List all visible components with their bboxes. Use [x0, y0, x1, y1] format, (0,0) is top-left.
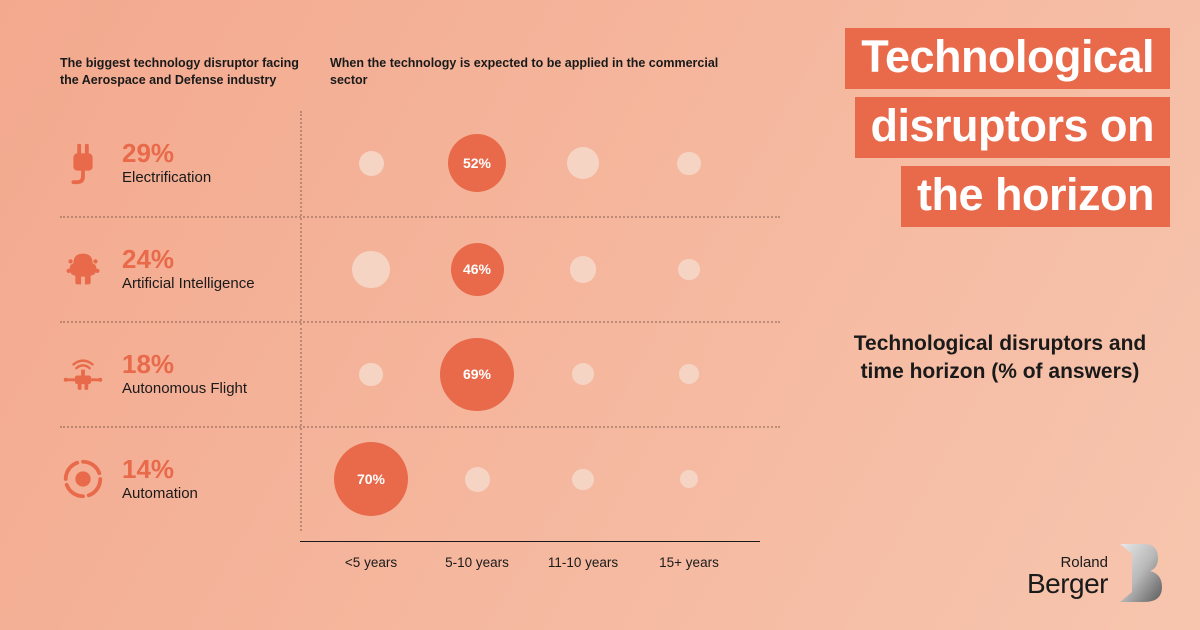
title-block: Technological disruptors on the horizon [845, 28, 1170, 227]
xaxis-label-3: 15+ years [636, 555, 742, 570]
bubble [679, 364, 699, 384]
drone-icon [60, 351, 106, 397]
bubble-cell [636, 338, 742, 411]
chart-panel: The biggest technology disruptor facing … [60, 55, 780, 531]
title-line-2: the horizon [901, 166, 1170, 227]
category-label: 24% Artificial Intelligence [122, 246, 255, 292]
bubble-cell [424, 442, 530, 516]
bubble-cell: 46% [424, 243, 530, 296]
bubble-cell [318, 134, 424, 192]
bubble-cell [636, 442, 742, 516]
title-line-0: Technological [845, 28, 1170, 89]
bubble [572, 363, 594, 385]
disruptor-name: Automation [122, 485, 198, 502]
plug-icon [60, 140, 106, 186]
category-label: 29% Electrification [122, 140, 211, 186]
bubble [352, 251, 389, 288]
xaxis-label-1: 5-10 years [424, 555, 530, 570]
disruptor-pct: 18% [122, 351, 247, 377]
automation-icon [60, 456, 106, 502]
bubble [678, 259, 700, 281]
row-bubbles: 69% [300, 338, 760, 411]
logo-line2: Berger [1027, 570, 1108, 598]
bubble-cell: 69% [424, 338, 530, 411]
row-bubbles: 46% [300, 243, 760, 296]
infographic-canvas: The biggest technology disruptor facing … [0, 0, 1200, 630]
rows-container: 29% Electrification 52% 24% Artificial Intel… [60, 111, 780, 531]
bubble-cell [530, 243, 636, 296]
bubble [570, 256, 597, 283]
bubble-cell [530, 442, 636, 516]
disruptor-pct: 14% [122, 456, 198, 482]
category-label: 14% Automation [122, 456, 198, 502]
ai-icon [60, 246, 106, 292]
table-row: 24% Artificial Intelligence 46% [60, 216, 780, 321]
table-row: 29% Electrification 52% [60, 111, 780, 216]
bubble-cell [318, 243, 424, 296]
x-axis-labels: <5 years5-10 years11-10 years15+ years [300, 555, 760, 570]
bubble [677, 152, 700, 175]
row-bubbles: 70% [300, 442, 760, 516]
bubble-highlight: 52% [448, 134, 506, 192]
bubble-cell [318, 338, 424, 411]
logo-mark-icon [1114, 544, 1162, 602]
bubble-highlight: 46% [451, 243, 504, 296]
row-left: 29% Electrification [60, 140, 300, 186]
bubble-cell [636, 134, 742, 192]
bubble [567, 147, 599, 179]
title-line-1: disruptors on [855, 97, 1171, 158]
xaxis-label-2: 11-10 years [530, 555, 636, 570]
bubble-cell [530, 134, 636, 192]
disruptor-name: Autonomous Flight [122, 380, 247, 397]
bubble [572, 469, 594, 491]
bubble-cell: 52% [424, 134, 530, 192]
brand-logo: Roland Berger [1027, 544, 1162, 602]
bubble-highlight: 69% [440, 338, 513, 411]
table-row: 14% Automation 70% [60, 426, 780, 531]
x-axis-line [300, 541, 760, 542]
bubble-cell [530, 338, 636, 411]
disruptor-pct: 24% [122, 246, 255, 272]
row-bubbles: 52% [300, 134, 760, 192]
header-timeline: When the technology is expected to be ap… [310, 55, 740, 89]
category-label: 18% Autonomous Flight [122, 351, 247, 397]
subtitle: Technological disruptors and time horizo… [840, 330, 1160, 387]
disruptor-name: Artificial Intelligence [122, 275, 255, 292]
row-left: 18% Autonomous Flight [60, 351, 300, 397]
bubble-cell: 70% [318, 442, 424, 516]
logo-text: Roland Berger [1027, 555, 1108, 598]
table-row: 18% Autonomous Flight 69% [60, 321, 780, 426]
bubble [465, 467, 490, 492]
row-left: 24% Artificial Intelligence [60, 246, 300, 292]
bubble [359, 363, 382, 386]
bubble-highlight: 70% [334, 442, 408, 516]
bubble-cell [636, 243, 742, 296]
header-disruptor: The biggest technology disruptor facing … [60, 55, 310, 89]
xaxis-label-0: <5 years [318, 555, 424, 570]
disruptor-name: Electrification [122, 169, 211, 186]
bubble [359, 151, 384, 176]
column-headers: The biggest technology disruptor facing … [60, 55, 780, 89]
disruptor-pct: 29% [122, 140, 211, 166]
row-left: 14% Automation [60, 456, 300, 502]
bubble [680, 470, 698, 488]
